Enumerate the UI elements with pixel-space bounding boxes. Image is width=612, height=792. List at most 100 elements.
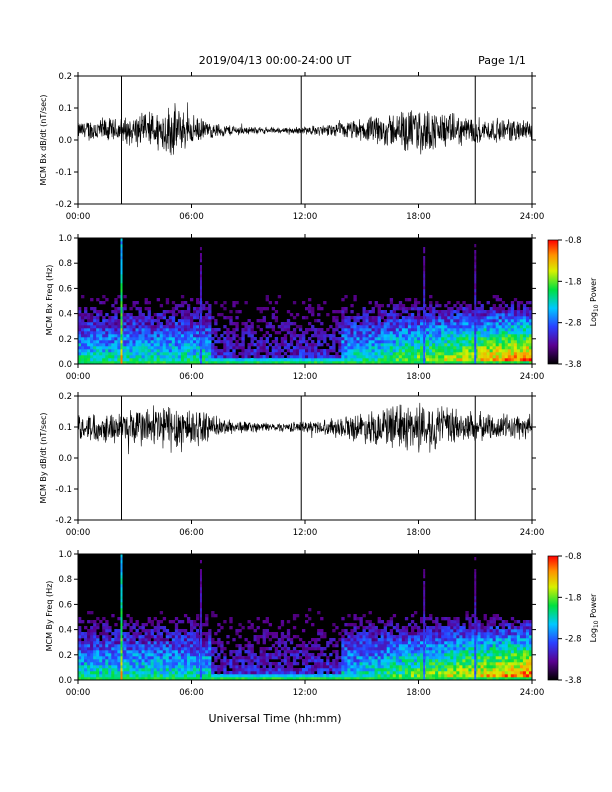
spectrogram-cell — [332, 340, 336, 344]
spectrogram-cell — [196, 653, 200, 657]
spectrogram-cell — [105, 328, 109, 332]
spectrogram-cell — [522, 316, 527, 320]
spectrogram-cell — [438, 644, 442, 648]
spectrogram-cell — [301, 674, 306, 678]
spectrogram-cell — [177, 629, 182, 633]
spectrogram-cell — [153, 626, 157, 630]
spectrogram-cell — [374, 304, 378, 308]
spectrogram-cell — [84, 632, 88, 636]
spectrogram-cell — [144, 352, 148, 356]
spectrogram-cell — [202, 647, 206, 651]
spectrogram-cell — [102, 325, 106, 329]
spectrogram-cell — [495, 355, 500, 359]
spectrogram-cell — [507, 334, 512, 338]
spectrogram-cell — [519, 313, 524, 317]
spectrogram-cell — [413, 671, 418, 675]
spectrogram-cell — [380, 361, 384, 365]
spectrogram-cell — [513, 352, 518, 356]
spectrogram-cell — [468, 626, 472, 630]
spectrogram-cell — [507, 331, 512, 335]
spectrogram-cell — [486, 334, 490, 338]
spectrogram-cell — [477, 668, 481, 672]
spectrogram-cell — [371, 310, 375, 314]
spectrogram-cell — [208, 656, 212, 660]
spectrogram-cell — [311, 671, 315, 675]
spectrogram-cell — [410, 307, 415, 311]
spectrogram-cell — [392, 668, 397, 672]
spectrogram-cell — [386, 653, 391, 657]
spectrogram-cell — [289, 671, 294, 675]
spectrogram-cell — [432, 328, 436, 332]
spectrogram-cell — [159, 313, 164, 317]
spectrogram-cell — [147, 617, 151, 621]
spectrogram-cell — [501, 352, 506, 356]
spectrogram-cell — [347, 656, 351, 660]
spectrogram-cell — [489, 349, 493, 353]
spectrogram-cell — [501, 358, 506, 362]
spectrogram-cell — [150, 665, 154, 669]
spectrogram-cell — [162, 659, 167, 663]
spectrogram-cell — [314, 358, 318, 362]
spectrogram-burst-cell — [423, 322, 426, 326]
spectrogram-cell — [380, 304, 384, 308]
spectrogram-cell — [147, 671, 151, 675]
spectrogram-cell — [292, 617, 297, 621]
spectrogram-burst-cell — [423, 337, 426, 341]
spectrogram-cell — [301, 331, 306, 335]
spectrogram-cell — [413, 361, 418, 365]
spectrogram-cell — [471, 349, 475, 353]
spectrogram-cell — [211, 665, 215, 669]
spectrogram-cell — [308, 674, 312, 678]
spectrogram-cell — [102, 638, 106, 642]
spectrogram-cell — [135, 340, 139, 344]
spectrogram-cell — [217, 668, 221, 672]
spectrogram-cell — [301, 358, 306, 362]
spectrogram-cell — [283, 325, 288, 329]
spectrogram-cell — [311, 343, 315, 347]
spectrogram-cell — [183, 629, 188, 633]
spectrogram-cell — [413, 677, 418, 681]
spectrogram-cell — [105, 298, 109, 302]
spectrogram-cell — [386, 659, 391, 663]
spectrogram-cell — [132, 334, 136, 338]
spectrogram-cell — [238, 644, 242, 648]
spectrogram-cell — [180, 355, 185, 359]
spectrogram-cell — [87, 620, 91, 624]
spectrogram-cell — [362, 358, 366, 362]
spectrogram-cell — [398, 352, 403, 356]
spectrogram-cell — [441, 328, 445, 332]
spectrogram-cell — [268, 677, 273, 681]
spectrogram-cell — [171, 331, 176, 335]
spectrogram-cell — [283, 662, 288, 666]
spectrogram-cell — [268, 361, 273, 365]
spectrogram-cell — [344, 629, 348, 633]
spectrogram-cell — [144, 653, 148, 657]
spectrogram-cell — [96, 319, 100, 323]
spectrogram-cell — [353, 331, 357, 335]
spectrogram-cell — [338, 310, 342, 314]
spectrogram-cell — [93, 677, 97, 681]
spectrogram-cell — [102, 343, 106, 347]
spectrogram-cell — [468, 352, 472, 356]
spectrogram-cell — [416, 671, 421, 675]
spectrogram-cell — [444, 659, 448, 663]
spectrogram-cell — [320, 668, 324, 672]
spectrogram-cell — [96, 638, 100, 642]
spectrogram-cell — [350, 322, 354, 326]
spectrogram-cell — [395, 629, 400, 633]
spectrogram-cell — [453, 647, 457, 651]
spectrogram-cell — [96, 355, 100, 359]
spectrogram-cell — [453, 623, 457, 627]
spectrogram-burst-cell — [120, 241, 123, 245]
spectrogram-cell — [420, 674, 424, 678]
spectrogram-cell — [420, 650, 424, 654]
spectrogram-cell — [453, 322, 457, 326]
spectrogram-cell — [332, 358, 336, 362]
spectrogram-cell — [380, 352, 384, 356]
spectrogram-cell — [289, 641, 294, 645]
spectrogram-cell — [401, 346, 406, 350]
spectrogram-cell — [407, 316, 412, 320]
spectrogram-cell — [168, 674, 173, 678]
spectrogram-cell — [371, 626, 375, 630]
spectrogram-cell — [111, 325, 115, 329]
